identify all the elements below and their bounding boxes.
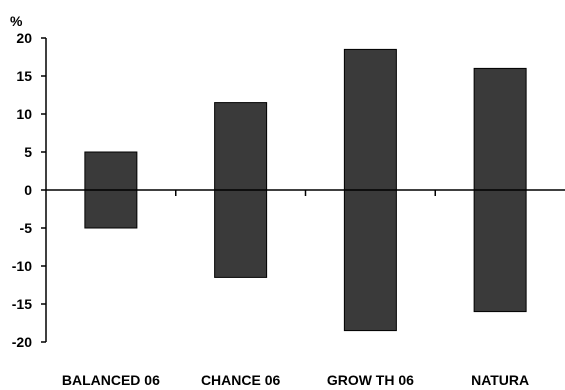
x-category-label: GROW TH 06 [327, 372, 414, 388]
y-tick-label: 5 [24, 144, 32, 160]
y-axis-unit-label: % [10, 13, 23, 29]
y-tick-label: -20 [12, 334, 32, 350]
y-tick-label: -10 [12, 258, 32, 274]
x-category-label: NATURA [471, 372, 529, 388]
y-axis: -20 -15 -10 -5 0 5 10 15 20 [12, 30, 47, 350]
x-category-label: BALANCED 06 [62, 372, 160, 388]
y-tick-label: 15 [16, 68, 32, 84]
x-axis [46, 189, 565, 196]
x-category-label: CHANCE 06 [201, 372, 281, 388]
y-tick-label: 10 [16, 106, 32, 122]
y-tick-label: -5 [20, 220, 33, 236]
y-tick-label: 0 [24, 182, 32, 198]
category-labels: BALANCED 06 CHANCE 06 GROW TH 06 NATURA [62, 372, 529, 388]
y-tick-label: 20 [16, 30, 32, 46]
y-tick-label: -15 [12, 296, 32, 312]
